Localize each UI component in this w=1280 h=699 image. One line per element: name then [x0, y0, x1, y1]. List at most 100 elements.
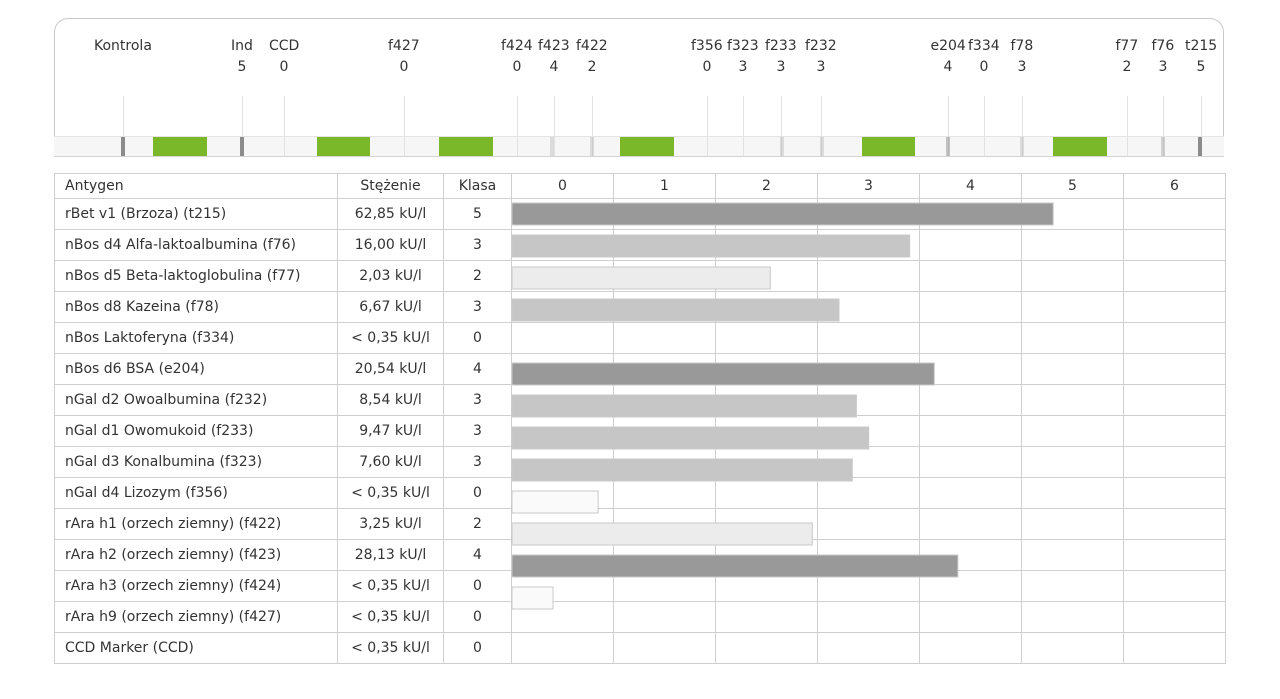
strip-marker-line — [242, 96, 243, 156]
concentration-value: < 0,35 kU/l — [337, 322, 444, 354]
class-value: 3 — [443, 415, 512, 447]
strip-marker-label: Ind — [231, 38, 253, 54]
concentration-value: 7,60 kU/l — [337, 446, 444, 478]
antigen-name: nGal d2 Owoalbumina (f232) — [54, 384, 338, 416]
scale-cell — [1021, 570, 1124, 602]
strip-marker-class: 4 — [943, 59, 953, 75]
scale-tick-label: 3 — [817, 173, 920, 199]
antigen-name: nBos Laktoferyna (f334) — [54, 322, 338, 354]
concentration-value: 16,00 kU/l — [337, 229, 444, 261]
class-value: 4 — [443, 353, 512, 385]
strip-marker-line — [707, 96, 708, 156]
concentration-value: < 0,35 kU/l — [337, 477, 444, 509]
strip-marker-line — [404, 96, 405, 156]
strip-marker-line — [948, 96, 949, 156]
concentration-value: 6,67 kU/l — [337, 291, 444, 323]
strip-marker-label: f423 — [538, 38, 570, 54]
class-bar — [511, 458, 853, 482]
scale-cell — [817, 632, 920, 664]
scale-cell — [919, 353, 1022, 385]
antigen-name: nBos d8 Kazeina (f78) — [54, 291, 338, 323]
strip-marker-band — [590, 137, 594, 156]
concentration-value: < 0,35 kU/l — [337, 632, 444, 664]
scale-cell — [919, 601, 1022, 633]
strip-marker-class: 0 — [979, 59, 989, 75]
class-value: 2 — [443, 508, 512, 540]
scale-cell — [1123, 632, 1226, 664]
header-class: Klasa — [443, 173, 512, 199]
strip-marker-band — [946, 137, 950, 156]
table-row: nGal d4 Lizozym (f356) < 0,35 kU/l 0 — [54, 477, 1226, 509]
class-bar — [511, 586, 554, 610]
strip-marker-label: f424 — [501, 38, 533, 54]
antigen-name: nGal d4 Lizozym (f356) — [54, 477, 338, 509]
strip-marker-class: 4 — [549, 59, 559, 75]
class-bar — [511, 522, 813, 546]
scale-cell — [1123, 322, 1226, 354]
concentration-value: 28,13 kU/l — [337, 539, 444, 571]
class-bar — [511, 490, 599, 514]
scale-cell — [1123, 198, 1226, 230]
strip-marker-class: 3 — [738, 59, 748, 75]
class-value: 0 — [443, 632, 512, 664]
antigen-name: rAra h3 (orzech ziemny) (f424) — [54, 570, 338, 602]
scale-cell — [817, 322, 920, 354]
class-value: 5 — [443, 198, 512, 230]
concentration-value: 2,03 kU/l — [337, 260, 444, 292]
class-bar — [511, 426, 870, 450]
class-bar — [511, 234, 911, 258]
scale-tick-label: 0 — [511, 173, 614, 199]
class-value: 0 — [443, 570, 512, 602]
strip-marker-line — [781, 96, 782, 156]
strip-marker-line — [1022, 96, 1023, 156]
scale-tick-label: 1 — [613, 173, 716, 199]
strip-marker-class: 3 — [1158, 59, 1168, 75]
strip-marker-class: 2 — [587, 59, 597, 75]
scale-cell — [919, 632, 1022, 664]
strip-marker-line — [592, 96, 593, 156]
strip-marker-class: 2 — [1122, 59, 1132, 75]
scale-cell — [1021, 322, 1124, 354]
strip-marker-class: 0 — [702, 59, 712, 75]
class-bars-chart — [511, 202, 1054, 610]
scale-cell — [1123, 446, 1226, 478]
class-value: 0 — [443, 477, 512, 509]
strip-reagent-band — [862, 137, 915, 156]
scale-cell — [1021, 229, 1124, 261]
class-bar — [511, 202, 1054, 226]
header-concentration: Stężenie — [337, 173, 444, 199]
strip-marker-label: CCD — [269, 38, 300, 54]
class-value: 3 — [443, 291, 512, 323]
strip-marker-class: 0 — [399, 59, 409, 75]
scale-cell — [1123, 260, 1226, 292]
strip-marker-band — [1161, 137, 1165, 156]
strip-marker-label: f356 — [691, 38, 723, 54]
concentration-value: 62,85 kU/l — [337, 198, 444, 230]
antigen-name: nGal d1 Owomukoid (f233) — [54, 415, 338, 447]
class-value: 3 — [443, 384, 512, 416]
concentration-value: 8,54 kU/l — [337, 384, 444, 416]
strip-reagent-band — [317, 137, 370, 156]
scale-cell — [715, 632, 818, 664]
strip-marker-band — [820, 137, 824, 156]
strip-marker-line — [1163, 96, 1164, 156]
strip-reagent-band — [620, 137, 674, 156]
table-row: rAra h9 (orzech ziemny) (f427) < 0,35 kU/… — [54, 601, 1226, 633]
strip-marker-label: f232 — [805, 38, 837, 54]
strip-marker-label: f427 — [388, 38, 420, 54]
class-value: 3 — [443, 229, 512, 261]
table-row: CCD Marker (CCD) < 0,35 kU/l 0 — [54, 632, 1226, 664]
scale-cell — [817, 477, 920, 509]
class-bar — [511, 362, 935, 386]
scale-tick-label: 6 — [1123, 173, 1226, 199]
strip-reagent-band — [153, 137, 207, 156]
strip-marker-class: 5 — [237, 59, 247, 75]
strip-marker-label: t215 — [1185, 38, 1218, 54]
test-strip — [54, 18, 1224, 157]
scale-cell — [1021, 601, 1124, 633]
scale-cell — [1021, 291, 1124, 323]
scale-cell — [1123, 539, 1226, 571]
scale-cell — [1021, 415, 1124, 447]
strip-marker-line — [554, 96, 555, 156]
strip-marker-label: f78 — [1010, 38, 1034, 54]
